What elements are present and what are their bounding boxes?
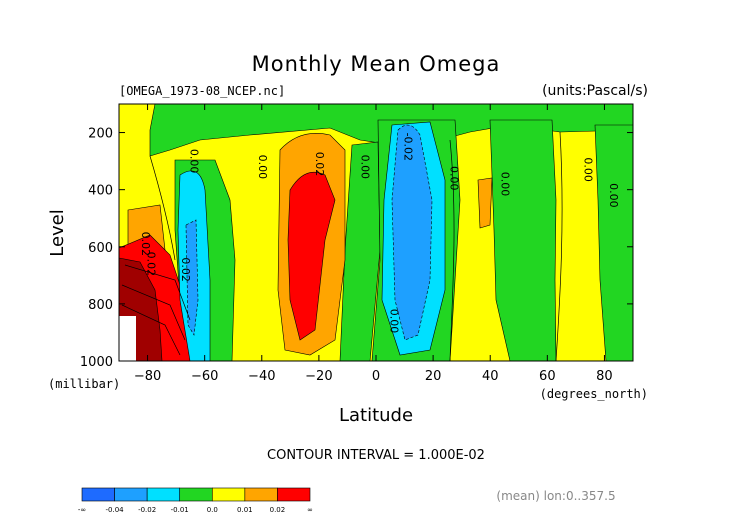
x-tick-label: −60	[191, 369, 218, 384]
y-axis-units: (millibar)	[48, 377, 120, 391]
x-tick-label: 80	[596, 369, 613, 384]
contour-label: 0.00	[581, 157, 594, 182]
colorbar: -∞ -0.04 -0.02 -0.01 0.0 0.01 0.02 ∞	[78, 487, 313, 514]
y-axis: 200 400 600 800 1000	[80, 127, 633, 370]
file-label: [OMEGA_1973-08_NCEP.nc]	[119, 84, 285, 98]
x-axis: −80 −60 −40 −20 0 20 40 60 80	[134, 104, 613, 384]
colorbar-swatch	[211, 487, 246, 502]
y-tick-label: 600	[88, 241, 113, 256]
contour-label: 0.02	[313, 152, 326, 177]
x-tick-label: −80	[134, 369, 161, 384]
x-tick-label: −20	[305, 369, 332, 384]
x-tick-label: 60	[539, 369, 556, 384]
x-tick-label: 40	[482, 369, 499, 384]
contour-label: 0.02	[179, 257, 192, 282]
colorbar-swatch	[81, 487, 115, 502]
contour-label: 0.00	[359, 155, 372, 180]
northern-orange-patch	[477, 177, 493, 229]
colorbar-label: -0.01	[171, 506, 189, 514]
y-tick-label: 800	[88, 298, 113, 313]
x-axis-units: (degrees_north)	[540, 387, 648, 401]
colorbar-swatch	[114, 487, 148, 502]
colorbar-swatch	[179, 487, 213, 502]
contour-label: 0.00	[499, 172, 512, 197]
contour-label: 0.00	[256, 155, 269, 180]
contour-label: 0.00	[187, 149, 200, 174]
colorbar-label: -∞	[78, 506, 86, 514]
contour-label: 0.00	[607, 183, 620, 208]
contour-interval-text: CONTOUR INTERVAL = 1.000E-02	[267, 448, 485, 463]
subtropical-red-cell	[287, 171, 336, 341]
colorbar-label: ∞	[307, 506, 313, 514]
southern-blue-core	[185, 219, 199, 336]
contour-label: 0.02	[139, 232, 152, 257]
contour-label: -0.02	[402, 133, 415, 161]
colorbar-swatch	[146, 487, 181, 502]
colorbar-label: -0.02	[138, 506, 156, 514]
colorbar-label: 0.01	[237, 506, 253, 514]
colorbar-swatch	[244, 487, 278, 502]
y-tick-label: 400	[88, 184, 113, 199]
colorbar-label: 0.02	[270, 506, 286, 514]
y-tick-label: 200	[88, 127, 113, 142]
polar-green-band	[594, 124, 633, 361]
colorbar-label: -0.04	[106, 506, 125, 514]
x-tick-label: 0	[372, 369, 380, 384]
northern-green-band	[489, 119, 557, 361]
contour-labels: 0.00 0.00 0.02 0.00 0.00 -0.02 0.00 0.00 0.00 0.0…	[139, 133, 620, 334]
colorbar-swatch	[277, 487, 311, 502]
units-label: (units:Pascal/s)	[542, 83, 648, 99]
contour-label: 0.00	[447, 166, 460, 191]
contour-label: 0.02	[145, 252, 158, 277]
x-tick-label: −40	[248, 369, 275, 384]
x-axis-label: Latitude	[339, 405, 413, 426]
equatorial-blue-core	[391, 124, 433, 341]
missing-data-patch	[119, 316, 136, 361]
y-tick-label: 1000	[80, 355, 113, 370]
footer-mean-lon: (mean) lon:0..357.5	[496, 489, 615, 503]
plot-area	[119, 104, 633, 361]
y-axis-label: Level	[47, 209, 68, 257]
contour-label: 0.00	[387, 309, 400, 334]
x-tick-label: 20	[425, 369, 442, 384]
colorbar-label: 0.0	[207, 506, 218, 514]
chart-title: Monthly Mean Omega	[252, 52, 501, 76]
contour-lines	[121, 131, 563, 361]
